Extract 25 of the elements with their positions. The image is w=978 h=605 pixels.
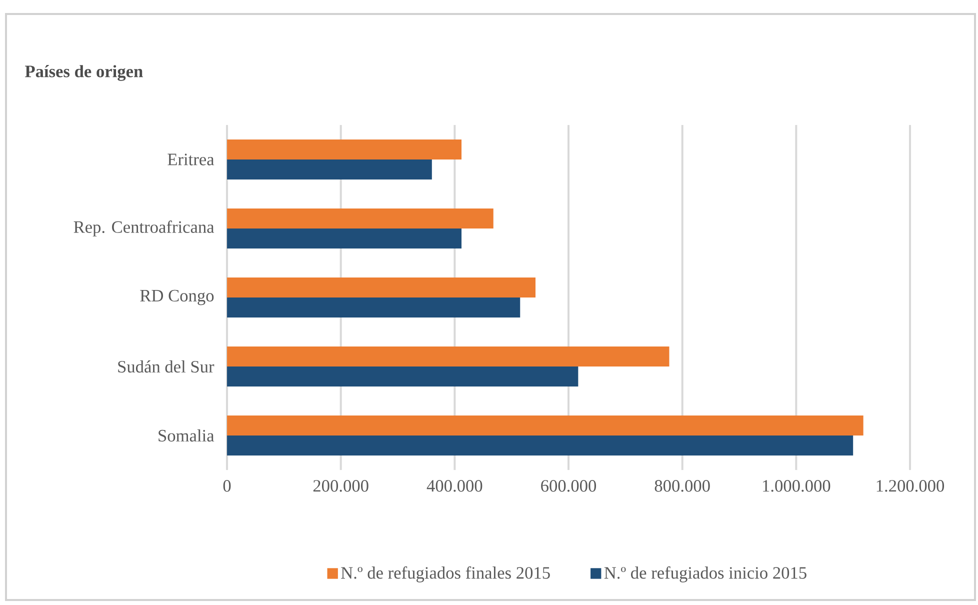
y-tick-label: Somalia xyxy=(158,429,214,442)
bar xyxy=(227,277,536,298)
x-tick-label: 800.000 xyxy=(654,480,710,492)
y-tick-label: RD Congo xyxy=(140,290,214,306)
bar xyxy=(227,208,494,228)
bar xyxy=(227,346,670,366)
x-tick-label: 600.000 xyxy=(541,480,596,492)
y-tick-label: Rep. Centroafricana xyxy=(74,220,214,236)
legend-label: N.º de refugiados finales 2015 xyxy=(341,566,550,582)
y-tick-label: Sudán del Sur xyxy=(118,360,214,373)
x-tick-label: 400.000 xyxy=(426,480,482,492)
x-tick-label: 0 xyxy=(223,480,231,492)
bar xyxy=(227,139,462,160)
x-tick-label: 1.000.000 xyxy=(763,480,830,492)
bar xyxy=(227,435,854,456)
y-tick-label: Eritrea xyxy=(168,154,214,166)
bar xyxy=(227,366,578,386)
bar xyxy=(227,228,462,248)
x-tick-label: 200.000 xyxy=(313,480,368,492)
y-axis-title: Países de origen xyxy=(25,65,143,81)
x-tick-label: 1.200.000 xyxy=(876,480,944,492)
legend-label: N.º de refugiados inicio 2015 xyxy=(604,566,806,582)
bar xyxy=(227,415,864,436)
bar xyxy=(227,297,520,318)
bar xyxy=(227,159,432,180)
